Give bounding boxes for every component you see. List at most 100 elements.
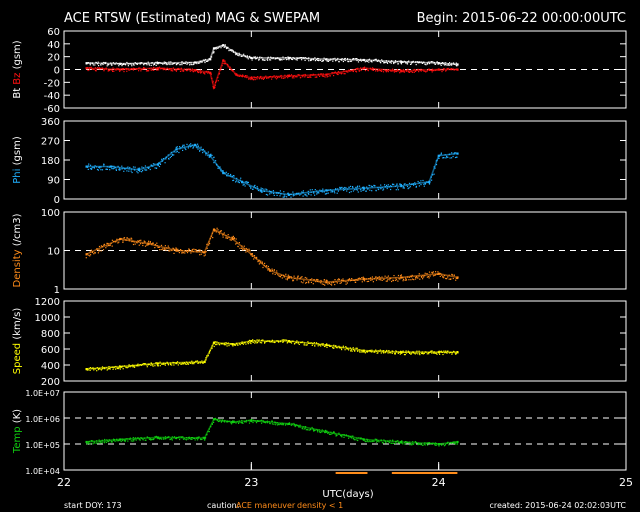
data-sample xyxy=(279,424,280,425)
data-sample xyxy=(295,59,296,60)
data-sample xyxy=(180,64,181,65)
data-sample xyxy=(179,439,180,440)
data-sample xyxy=(126,170,127,171)
data-sample xyxy=(271,79,272,80)
data-sample xyxy=(354,351,355,352)
data-sample xyxy=(209,157,210,158)
data-sample xyxy=(450,352,451,353)
data-sample xyxy=(359,186,360,187)
data-sample xyxy=(94,252,95,253)
data-sample xyxy=(261,342,262,343)
data-sample xyxy=(441,275,442,276)
data-sample xyxy=(293,57,294,58)
data-sample xyxy=(164,248,165,249)
data-sample xyxy=(303,196,304,197)
data-sample xyxy=(302,282,303,283)
data-sample xyxy=(207,61,208,62)
data-sample xyxy=(101,250,102,251)
data-sample xyxy=(228,173,229,174)
data-sample xyxy=(261,423,262,424)
data-sample xyxy=(203,252,204,253)
data-sample xyxy=(228,50,229,51)
data-sample xyxy=(198,362,199,363)
data-sample xyxy=(278,58,279,59)
data-sample xyxy=(107,169,108,170)
data-sample xyxy=(248,420,249,421)
data-sample xyxy=(343,190,344,191)
data-sample xyxy=(302,76,303,77)
data-sample xyxy=(436,443,437,444)
data-sample xyxy=(356,60,357,61)
data-sample xyxy=(388,352,389,353)
data-sample xyxy=(285,278,286,279)
data-sample xyxy=(428,276,429,277)
data-sample xyxy=(456,63,457,64)
data-sample xyxy=(353,280,354,281)
data-sample xyxy=(155,62,156,63)
data-sample xyxy=(166,247,167,248)
data-sample xyxy=(333,345,334,346)
data-sample xyxy=(362,438,363,439)
data-sample xyxy=(206,355,207,356)
data-sample xyxy=(189,64,190,65)
data-sample xyxy=(366,191,367,192)
data-sample xyxy=(310,279,311,280)
data-sample xyxy=(219,421,220,422)
data-sample xyxy=(200,362,201,363)
data-sample xyxy=(356,438,357,439)
data-sample xyxy=(193,251,194,252)
data-sample xyxy=(227,175,228,176)
data-sample xyxy=(153,366,154,367)
data-sample xyxy=(237,55,238,56)
data-sample xyxy=(179,363,180,364)
data-sample xyxy=(129,168,130,169)
data-sample xyxy=(395,71,396,72)
data-sample xyxy=(403,186,404,187)
data-sample xyxy=(146,64,147,65)
data-sample xyxy=(183,363,184,364)
data-sample xyxy=(444,64,445,65)
data-sample xyxy=(115,69,116,70)
data-sample xyxy=(122,242,123,243)
data-sample xyxy=(323,343,324,344)
data-sample xyxy=(304,343,305,344)
data-sample xyxy=(225,61,226,62)
data-sample xyxy=(451,354,452,355)
data-sample xyxy=(172,63,173,64)
data-sample xyxy=(320,60,321,61)
data-sample xyxy=(204,439,205,440)
data-sample xyxy=(142,245,143,246)
data-sample xyxy=(404,442,405,443)
data-sample xyxy=(348,349,349,350)
data-sample xyxy=(132,241,133,242)
data-sample xyxy=(196,62,197,63)
data-sample xyxy=(165,69,166,70)
data-sample xyxy=(98,170,99,171)
data-sample xyxy=(141,62,142,63)
data-sample xyxy=(339,347,340,348)
data-sample xyxy=(421,61,422,62)
data-sample xyxy=(315,430,316,431)
data-sample xyxy=(224,420,225,421)
data-sample xyxy=(457,443,458,444)
data-sample xyxy=(403,352,404,353)
data-sample xyxy=(432,174,433,175)
data-sample xyxy=(91,68,92,69)
data-sample xyxy=(440,69,441,70)
data-sample xyxy=(347,282,348,283)
begin-time: Begin: 2015-06-22 00:00:00UTC xyxy=(417,11,626,26)
data-sample xyxy=(249,56,250,57)
data-sample xyxy=(236,238,237,239)
data-sample xyxy=(425,183,426,184)
data-sample xyxy=(289,422,290,423)
data-sample xyxy=(453,156,454,157)
data-sample xyxy=(381,69,382,70)
data-sample xyxy=(442,354,443,355)
data-sample xyxy=(338,74,339,75)
data-sample xyxy=(410,186,411,187)
data-sample xyxy=(327,76,328,77)
data-sample xyxy=(180,71,181,72)
data-sample xyxy=(409,277,410,278)
data-sample xyxy=(397,281,398,282)
data-sample xyxy=(136,171,137,172)
